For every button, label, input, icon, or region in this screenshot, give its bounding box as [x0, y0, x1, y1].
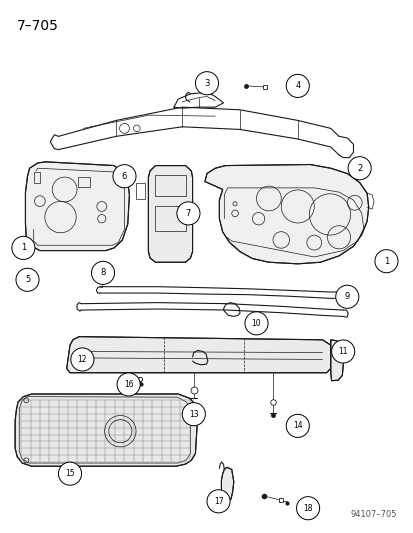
- Circle shape: [113, 165, 136, 188]
- Circle shape: [285, 414, 309, 438]
- Circle shape: [347, 157, 370, 180]
- Text: 4: 4: [294, 82, 300, 91]
- Circle shape: [285, 74, 309, 98]
- Circle shape: [176, 202, 199, 225]
- Text: 12: 12: [78, 355, 87, 364]
- Circle shape: [58, 462, 81, 485]
- Circle shape: [331, 340, 354, 363]
- Circle shape: [71, 348, 94, 371]
- Bar: [33, 172, 40, 183]
- Bar: [155, 206, 186, 231]
- Text: 5: 5: [25, 275, 30, 284]
- Text: 1: 1: [383, 257, 388, 265]
- Circle shape: [117, 373, 140, 396]
- Polygon shape: [221, 467, 233, 502]
- Text: 6: 6: [121, 172, 127, 181]
- Circle shape: [335, 285, 358, 308]
- Text: 10: 10: [251, 319, 261, 328]
- Text: 7–705: 7–705: [17, 20, 59, 34]
- Polygon shape: [330, 340, 343, 381]
- Bar: [78, 177, 90, 187]
- Text: 16: 16: [123, 380, 133, 389]
- Polygon shape: [66, 337, 330, 373]
- Bar: [155, 175, 186, 196]
- Text: 3: 3: [204, 79, 209, 88]
- Text: 94107–705: 94107–705: [349, 510, 396, 519]
- Text: 1: 1: [21, 244, 26, 253]
- Polygon shape: [25, 162, 129, 251]
- Text: 13: 13: [188, 410, 198, 419]
- Circle shape: [244, 312, 268, 335]
- Text: 11: 11: [337, 347, 347, 356]
- Text: 2: 2: [356, 164, 361, 173]
- Text: 15: 15: [65, 469, 75, 478]
- Circle shape: [206, 490, 230, 513]
- Polygon shape: [148, 166, 192, 262]
- Text: 7: 7: [185, 209, 191, 218]
- Circle shape: [296, 497, 319, 520]
- Text: 17: 17: [213, 497, 223, 506]
- Polygon shape: [15, 394, 197, 466]
- Circle shape: [91, 261, 114, 285]
- Text: 18: 18: [303, 504, 312, 513]
- Circle shape: [374, 249, 397, 273]
- Bar: [136, 183, 145, 198]
- Circle shape: [182, 402, 205, 426]
- Circle shape: [195, 71, 218, 95]
- Circle shape: [16, 268, 39, 292]
- Text: 9: 9: [344, 292, 349, 301]
- Text: 14: 14: [292, 422, 302, 430]
- Circle shape: [12, 236, 35, 260]
- Polygon shape: [204, 165, 368, 264]
- Text: 8: 8: [100, 269, 105, 277]
